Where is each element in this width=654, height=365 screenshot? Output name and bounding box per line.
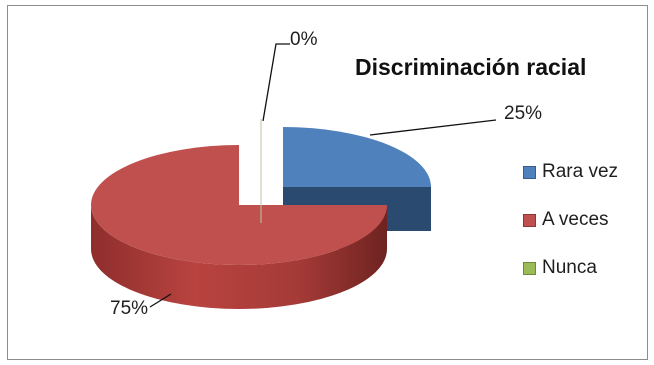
legend-item-nunca: Nunca — [523, 256, 618, 280]
legend-item-a-veces: A veces — [523, 208, 618, 232]
chart-title: Discriminación racial — [355, 54, 587, 80]
pie-slice-rara-vez — [283, 127, 431, 187]
data-label-a-veces: 75% — [110, 298, 149, 319]
data-label-rara-vez: 25% — [504, 103, 543, 124]
pie-slice-side-a-veces — [91, 205, 387, 309]
leader-line-rara-vez — [369, 119, 497, 136]
legend-label-a-veces: A veces — [542, 209, 609, 230]
legend-label-rara-vez: Rara vez — [542, 161, 619, 182]
data-label-nunca: 0% — [290, 29, 318, 50]
pie-slice-a-veces — [91, 145, 387, 265]
legend-swatch-rara-vez — [523, 165, 536, 179]
legend-swatch-nunca — [523, 261, 536, 275]
leader-line-nunca — [262, 43, 290, 122]
legend: Rara vez A veces Nunca — [523, 160, 618, 304]
legend-item-rara-vez: Rara vez — [523, 160, 618, 184]
legend-swatch-a-veces — [523, 213, 536, 227]
leader-line-a-veces — [149, 293, 172, 308]
legend-label-nunca: Nunca — [542, 257, 597, 278]
